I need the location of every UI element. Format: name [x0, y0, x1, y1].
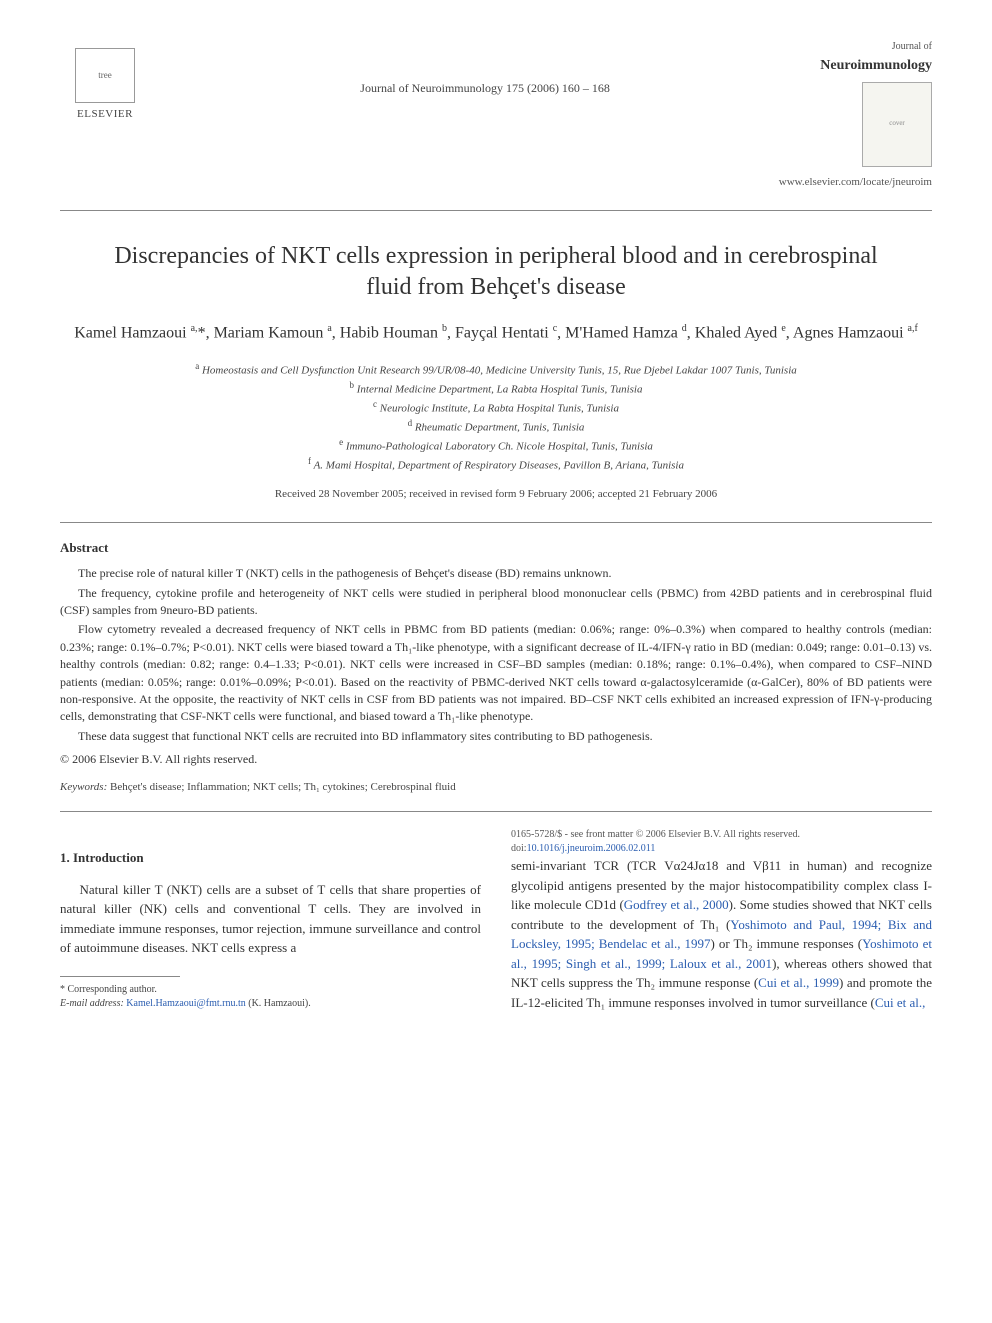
journal-reference: Journal of Neuroimmunology 175 (2006) 16…	[150, 80, 820, 97]
intro-col1-p1: Natural killer T (NKT) cells are a subse…	[60, 880, 481, 958]
page-header: tree ELSEVIER Journal of Neuroimmunology…	[60, 40, 932, 167]
elsevier-tree-icon: tree	[75, 48, 135, 103]
abstract-p1: The precise role of natural killer T (NK…	[60, 565, 932, 582]
footer-doi[interactable]: 10.1016/j.jneuroim.2006.02.011	[527, 843, 656, 854]
abstract-body: The precise role of natural killer T (NK…	[60, 565, 932, 745]
journal-name-big: Neuroimmunology	[820, 56, 932, 76]
journal-box: Journal of Neuroimmunology cover	[820, 40, 932, 167]
header-rule	[60, 210, 932, 211]
footer-doi-label: doi:	[511, 843, 527, 854]
article-dates: Received 28 November 2005; received in r…	[60, 487, 932, 502]
affil-d: d Rheumatic Department, Tunis, Tunisia	[60, 417, 932, 436]
abstract-p2: The frequency, cytokine profile and hete…	[60, 585, 932, 620]
body-two-column: 1. Introduction Natural killer T (NKT) c…	[60, 828, 932, 1020]
keywords-label: Keywords:	[60, 781, 107, 793]
abstract-heading: Abstract	[60, 539, 932, 557]
ref-link[interactable]: Cui et al.,	[875, 995, 926, 1010]
keywords-text: Behçet's disease; Inflammation; NKT cell…	[110, 781, 456, 793]
publisher-logo: tree ELSEVIER	[60, 40, 150, 130]
ref-link[interactable]: Cui et al., 1999	[758, 975, 839, 990]
authors-line: Kamel Hamzaoui a,*, Mariam Kamoun a, Hab…	[60, 321, 932, 345]
abstract-copyright: © 2006 Elsevier B.V. All rights reserved…	[60, 751, 932, 768]
footer-doi-line: doi:10.1016/j.jneuroim.2006.02.011	[511, 842, 932, 856]
affil-e: e Immuno-Pathological Laboratory Ch. Nic…	[60, 436, 932, 455]
affil-f: f A. Mami Hospital, Department of Respir…	[60, 455, 932, 474]
footer-meta: 0165-5728/$ - see front matter © 2006 El…	[511, 828, 932, 856]
footnote-corr: * Corresponding author.	[60, 983, 481, 997]
publisher-name: ELSEVIER	[77, 107, 133, 122]
affiliations: a Homeostasis and Cell Dysfunction Unit …	[60, 360, 932, 475]
journal-cover-thumb: cover	[862, 82, 932, 167]
article-title: Discrepancies of NKT cells expression in…	[100, 241, 892, 303]
intro-heading: 1. Introduction	[60, 848, 481, 868]
abstract-bottom-rule	[60, 811, 932, 812]
footnote-email[interactable]: Kamel.Hamzaoui@fmt.rnu.tn	[126, 998, 245, 1009]
abstract-p4: These data suggest that functional NKT c…	[60, 728, 932, 745]
abstract-top-rule	[60, 522, 932, 523]
journal-url: www.elsevier.com/locate/jneuroim	[60, 175, 932, 190]
affil-a: a Homeostasis and Cell Dysfunction Unit …	[60, 360, 932, 379]
footnote-block: * Corresponding author. E-mail address: …	[60, 983, 481, 1011]
affil-b: b Internal Medicine Department, La Rabta…	[60, 379, 932, 398]
footer-front-matter: 0165-5728/$ - see front matter © 2006 El…	[511, 828, 932, 842]
footnote-email-label: E-mail address:	[60, 998, 124, 1009]
keywords-line: Keywords: Behçet's disease; Inflammation…	[60, 780, 932, 795]
abstract-p3: Flow cytometry revealed a decreased freq…	[60, 621, 932, 725]
journal-name-small: Journal of	[820, 40, 932, 54]
footnote-email-line: E-mail address: Kamel.Hamzaoui@fmt.rnu.t…	[60, 997, 481, 1011]
affil-c: c Neurologic Institute, La Rabta Hospita…	[60, 398, 932, 417]
footnote-separator	[60, 976, 180, 977]
intro-col2-p1: semi-invariant TCR (TCR Vα24Jα18 and Vβ1…	[511, 856, 932, 1012]
ref-link[interactable]: Godfrey et al., 2000	[624, 897, 729, 912]
footnote-email-suffix: (K. Hamzaoui).	[248, 998, 310, 1009]
